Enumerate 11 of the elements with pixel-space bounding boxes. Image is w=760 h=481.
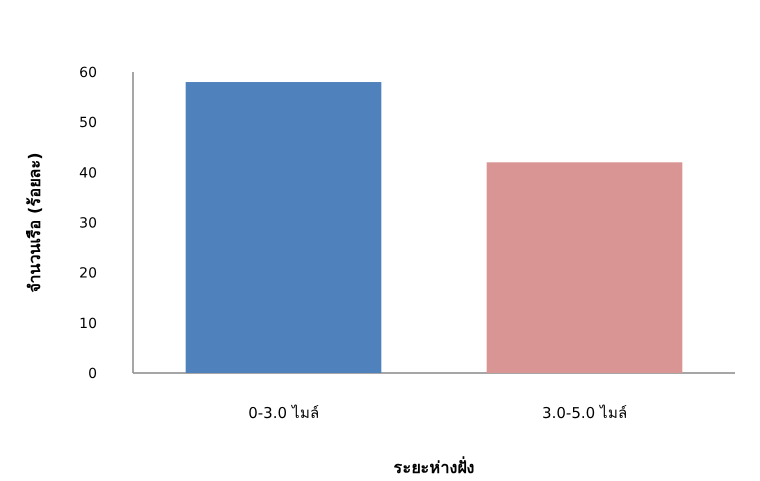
x-tick-label: 3.0-5.0 ไมล์ [542, 404, 627, 422]
x-axis-title: ระยะห่างฝั่ง [394, 456, 474, 477]
y-axis-title: จำนวนเรือ (ร้อยละ) [25, 152, 44, 293]
y-tick-label: 0 [88, 366, 97, 382]
x-tick-label: 0-3.0 ไมล์ [248, 404, 319, 422]
y-tick-label: 30 [79, 216, 97, 232]
y-tick-label: 50 [79, 115, 97, 132]
y-tick-label: 10 [79, 316, 97, 332]
y-tick-label: 40 [79, 165, 97, 182]
y-tick-label: 20 [79, 266, 97, 282]
y-tick-label: 60 [79, 65, 97, 81]
